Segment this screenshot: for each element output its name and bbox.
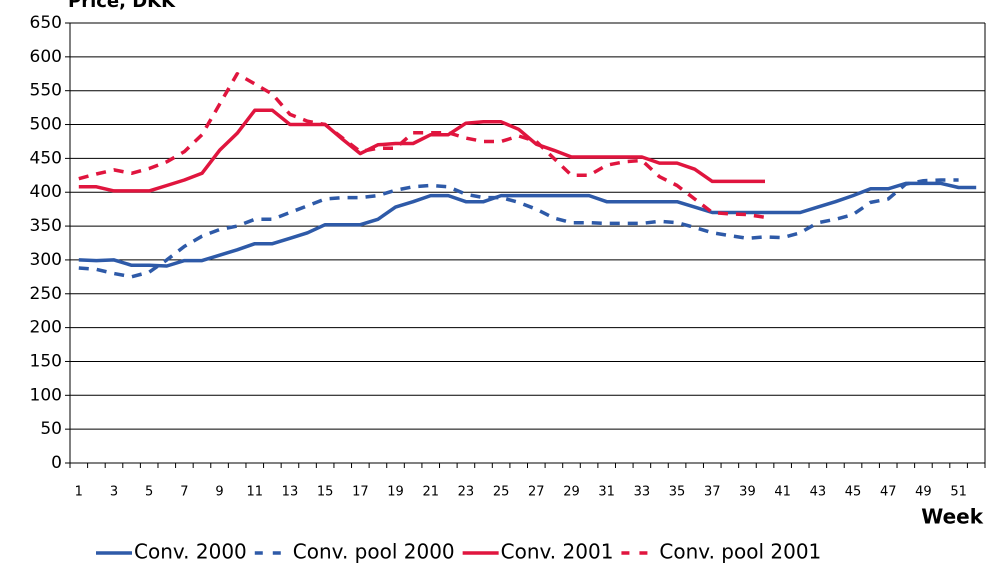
x-tick-label: 13 bbox=[282, 485, 299, 500]
x-tick-label: 39 bbox=[739, 485, 756, 500]
x-tick-label: 35 bbox=[669, 485, 686, 500]
x-tick-label: 17 bbox=[352, 485, 369, 500]
legend-label: Conv. 2000 bbox=[134, 540, 247, 564]
x-tick-label: 11 bbox=[246, 485, 263, 500]
x-tick-label: 33 bbox=[634, 485, 651, 500]
legend-label: Conv. pool 2001 bbox=[659, 540, 821, 564]
x-tick-label: 9 bbox=[215, 485, 223, 500]
y-tick-label: 350 bbox=[30, 216, 62, 236]
y-tick-label: 50 bbox=[40, 419, 62, 439]
x-tick-label: 21 bbox=[422, 485, 439, 500]
x-tick-label: 29 bbox=[563, 485, 580, 500]
y-tick-label: 300 bbox=[30, 250, 62, 270]
y-tick-label: 250 bbox=[30, 284, 62, 304]
legend-label: Conv. 2001 bbox=[501, 540, 614, 564]
y-tick-label: 200 bbox=[30, 318, 62, 338]
x-tick-label: 19 bbox=[387, 485, 404, 500]
x-tick-label: 43 bbox=[810, 485, 827, 500]
x-tick-label: 45 bbox=[845, 485, 862, 500]
x-tick-label: 31 bbox=[598, 485, 615, 500]
series-line bbox=[78, 108, 765, 193]
x-tick-label: 3 bbox=[110, 485, 118, 500]
y-tick-label: 100 bbox=[30, 385, 62, 405]
x-tick-label: 27 bbox=[528, 485, 545, 500]
x-tick-label: 49 bbox=[915, 485, 932, 500]
x-tick-label: 1 bbox=[75, 485, 83, 500]
x-tick-label: 25 bbox=[493, 485, 510, 500]
series-line bbox=[78, 72, 766, 220]
x-tick-label: 41 bbox=[774, 485, 791, 500]
x-tick-label: 5 bbox=[145, 485, 153, 500]
x-tick-label: 47 bbox=[880, 485, 897, 500]
y-tick-label: 0 bbox=[51, 453, 62, 473]
y-tick-label: 600 bbox=[30, 47, 62, 67]
y-tick-label: 650 bbox=[30, 13, 62, 33]
x-axis-title: Week bbox=[921, 505, 983, 529]
y-tick-label: 400 bbox=[30, 182, 62, 202]
y-tick-label: 150 bbox=[30, 351, 62, 371]
x-tick-label: 51 bbox=[950, 485, 967, 500]
legend-label: Conv. pool 2000 bbox=[293, 540, 455, 564]
x-tick-label: 23 bbox=[458, 485, 475, 500]
x-tick-label: 15 bbox=[317, 485, 334, 500]
series-line bbox=[78, 181, 977, 268]
y-tick-label: 500 bbox=[30, 115, 62, 135]
x-tick-label: 7 bbox=[180, 485, 188, 500]
y-tick-label: 550 bbox=[30, 81, 62, 101]
y-axis-title: Price, DKK bbox=[68, 0, 176, 12]
x-tick-label: 37 bbox=[704, 485, 721, 500]
y-tick-label: 450 bbox=[30, 148, 62, 168]
series-line bbox=[78, 178, 959, 279]
